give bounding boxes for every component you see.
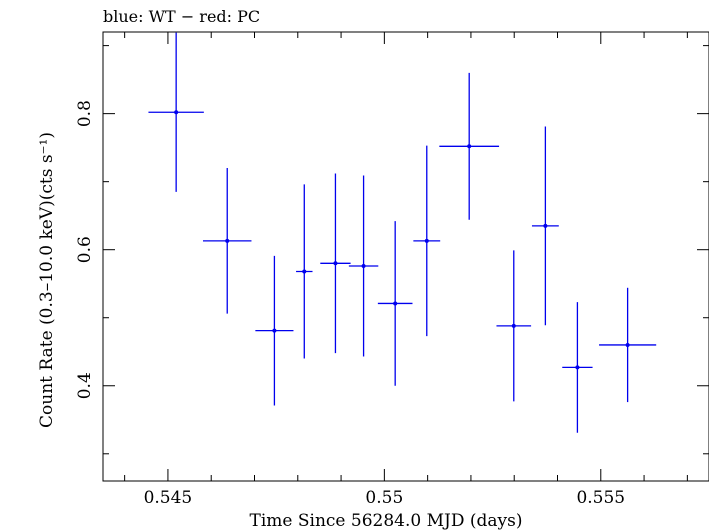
plot-frame	[102, 31, 709, 482]
chart-title: blue: WT − red: PC	[103, 7, 260, 26]
x-axis-label: Time Since 56284.0 MJD (days)	[250, 511, 523, 531]
x-tick-label: 0.55	[365, 488, 403, 508]
data-point	[302, 269, 307, 274]
data-series	[148, 32, 657, 433]
data-point	[361, 264, 366, 269]
data-point	[543, 223, 548, 228]
data-point	[467, 144, 472, 149]
axis-tick-labels: 0.545 0.55 0.555 0.4 0.6 0.8	[75, 100, 625, 508]
data-point	[393, 301, 398, 306]
x-tick-label: 0.555	[576, 488, 625, 508]
y-tick-label: 0.6	[75, 236, 95, 263]
data-point	[424, 238, 429, 243]
axis-ticks	[103, 32, 709, 481]
x-tick-label: 0.545	[144, 488, 193, 508]
data-point	[625, 342, 630, 347]
y-tick-label: 0.8	[75, 100, 95, 127]
data-point	[333, 261, 338, 266]
data-point	[575, 365, 580, 370]
data-point	[225, 238, 230, 243]
data-point	[511, 323, 516, 328]
y-tick-label: 0.4	[75, 372, 95, 399]
data-point	[174, 110, 179, 115]
data-point	[272, 328, 277, 333]
series-wt	[148, 32, 657, 433]
y-axis-label: Count Rate (0.3–10.0 keV)(cts s⁻¹)	[37, 132, 57, 428]
